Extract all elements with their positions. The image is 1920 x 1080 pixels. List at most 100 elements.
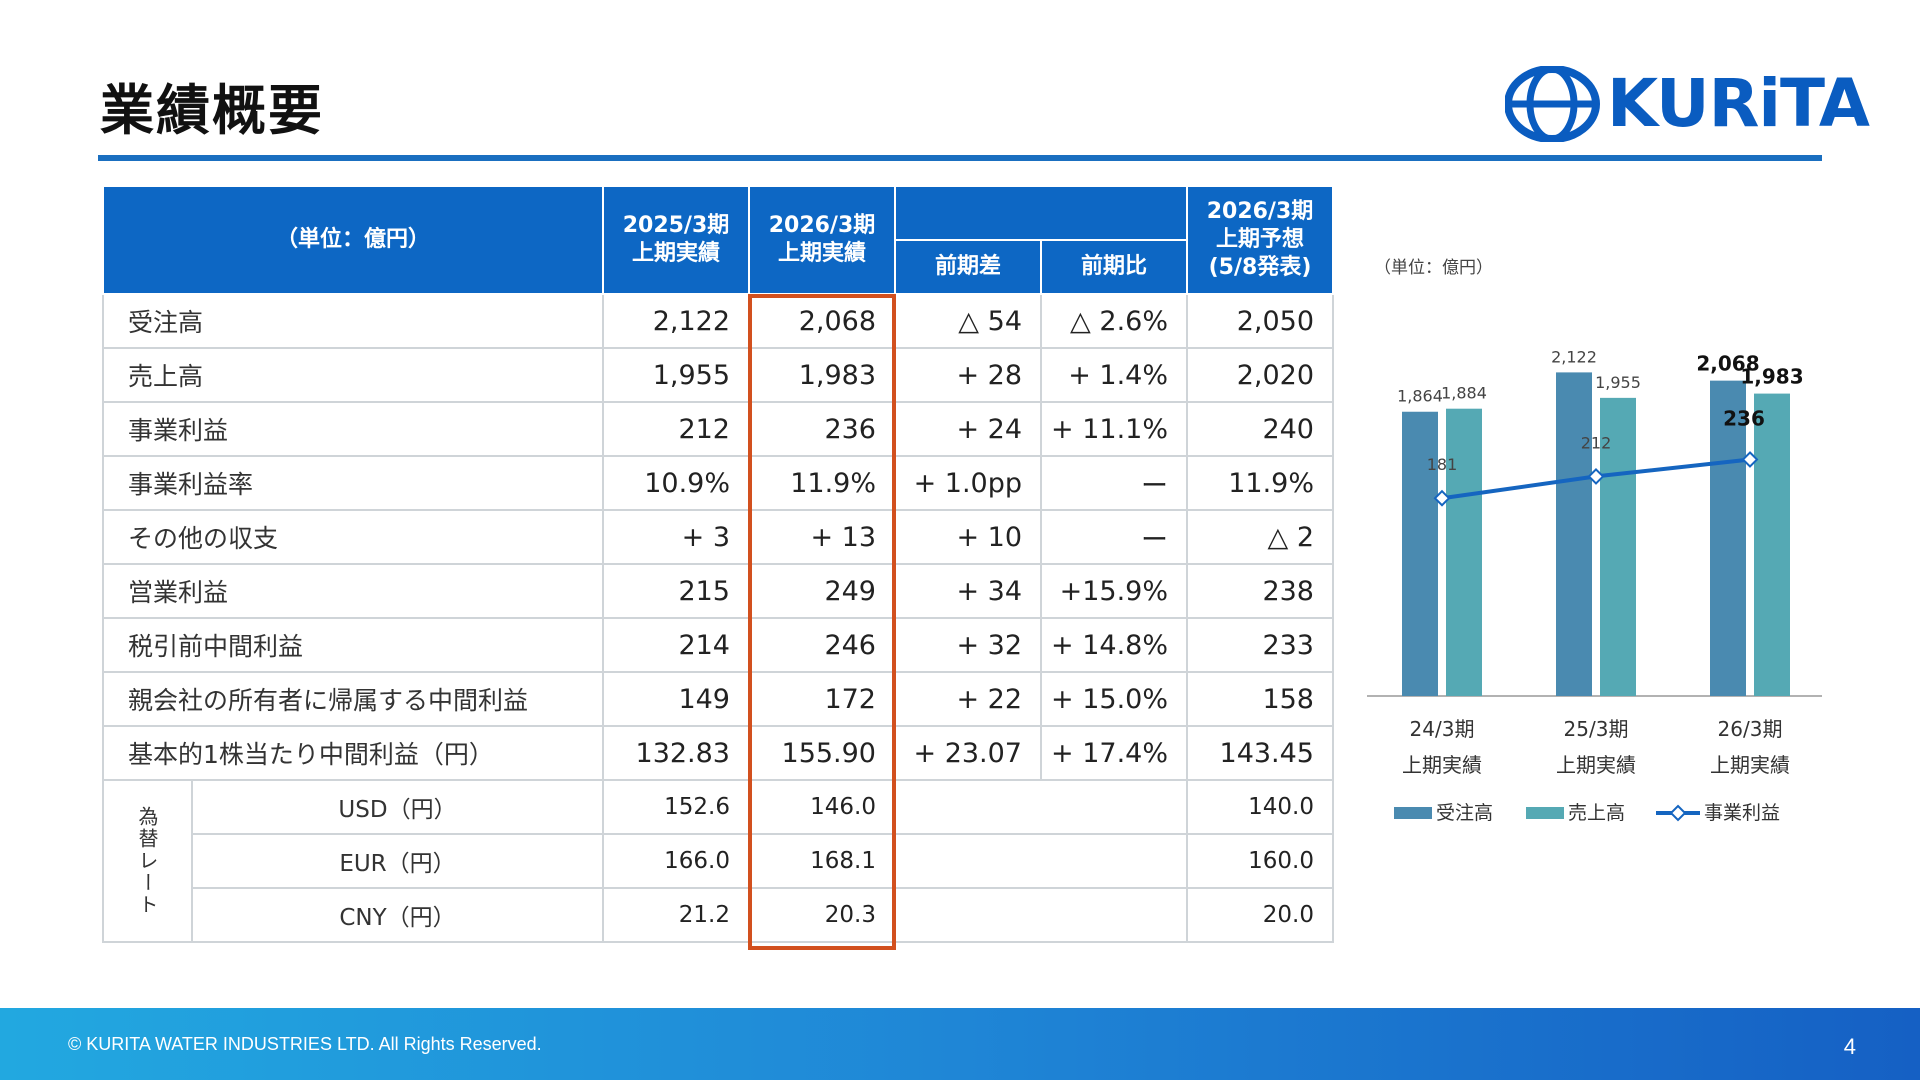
fx-fy25: 21.2 bbox=[602, 887, 750, 943]
bar-data-label: 1,955 bbox=[1595, 373, 1641, 392]
cell-fy25: 1,955 bbox=[602, 347, 750, 403]
cell-diff: + 10 bbox=[894, 509, 1042, 565]
cell-ratio: +15.9% bbox=[1040, 563, 1188, 619]
cell-ratio: ー bbox=[1040, 455, 1188, 511]
cell-fy25: 2,122 bbox=[602, 293, 750, 349]
row-label: 受注高 bbox=[102, 293, 604, 349]
header-fy26: 2026/3期 上期実績 bbox=[748, 185, 896, 295]
title-divider bbox=[98, 155, 1822, 161]
cell-fy26: 172 bbox=[748, 671, 896, 727]
fx-currency-label: USD（円） bbox=[191, 779, 604, 835]
table-row: その他の収支 + 3 + 13 + 10 ー △ 2 bbox=[102, 509, 1334, 565]
table-row: 基本的1株当たり中間利益（円） 132.83 155.90 + 23.07 + 17.4… bbox=[102, 725, 1334, 781]
table-row: 親会社の所有者に帰属する中間利益 149 172 + 22 + 15.0% 158 bbox=[102, 671, 1334, 727]
cell-fy25: 132.83 bbox=[602, 725, 750, 781]
row-label: 売上高 bbox=[102, 347, 604, 403]
row-label: 事業利益率 bbox=[102, 455, 604, 511]
kurita-emblem-icon bbox=[1504, 65, 1600, 143]
bar-受注高-0 bbox=[1402, 411, 1438, 696]
fx-fy26: 20.3 bbox=[748, 887, 896, 943]
footer-bar: © KURITA WATER INDUSTRIES LTD. All Right… bbox=[0, 1008, 1920, 1080]
page-number: 4 bbox=[1843, 1034, 1856, 1059]
x-tick-label: 上期実績 bbox=[1402, 753, 1482, 777]
fx-group-label: 為替レート bbox=[102, 779, 193, 943]
cell-diff: + 1.0pp bbox=[894, 455, 1042, 511]
cell-fy25: 215 bbox=[602, 563, 750, 619]
cell-ratio: ー bbox=[1040, 509, 1188, 565]
cell-fy26: 11.9% bbox=[748, 455, 896, 511]
fx-fy25: 152.6 bbox=[602, 779, 750, 835]
cell-fy25: 212 bbox=[602, 401, 750, 457]
header-forecast: 2026/3期 上期予想 (5/8発表) bbox=[1186, 185, 1334, 295]
cell-fy26: 2,068 bbox=[748, 293, 896, 349]
table-row: 売上高 1,955 1,983 + 28 + 1.4% 2,020 bbox=[102, 347, 1334, 403]
fx-blank bbox=[894, 779, 1188, 835]
cell-forecast: 143.45 bbox=[1186, 725, 1334, 781]
cell-diff: + 32 bbox=[894, 617, 1042, 673]
fx-forecast: 20.0 bbox=[1186, 887, 1334, 943]
cell-ratio: + 15.0% bbox=[1040, 671, 1188, 727]
bar-売上高-1 bbox=[1600, 397, 1636, 696]
legend-label: 事業利益 bbox=[1704, 802, 1780, 824]
cell-forecast: 233 bbox=[1186, 617, 1334, 673]
x-tick-label: 25/3期 bbox=[1564, 717, 1629, 741]
bar-data-label: 1,864 bbox=[1397, 387, 1443, 406]
page-title: 業績概要 bbox=[100, 79, 324, 142]
logo-text: KURiTA bbox=[1607, 65, 1870, 142]
bar-受注高-1 bbox=[1556, 372, 1592, 696]
cell-diff: + 23.07 bbox=[894, 725, 1042, 781]
cell-forecast: 240 bbox=[1186, 401, 1334, 457]
line-marker bbox=[1587, 467, 1605, 485]
cell-ratio: + 1.4% bbox=[1040, 347, 1188, 403]
x-tick-label: 26/3期 bbox=[1718, 717, 1783, 741]
fx-row: CNY（円） 21.2 20.3 20.0 bbox=[103, 887, 1334, 943]
bar-売上高-0 bbox=[1446, 408, 1482, 696]
table-row: 営業利益 215 249 + 34 +15.9% 238 bbox=[102, 563, 1334, 619]
table-row: 事業利益率 10.9% 11.9% + 1.0pp ー 11.9% bbox=[102, 455, 1334, 511]
line-marker bbox=[1433, 489, 1451, 507]
fx-forecast: 160.0 bbox=[1186, 833, 1334, 889]
cell-fy26: 249 bbox=[748, 563, 896, 619]
row-label: 税引前中間利益 bbox=[102, 617, 604, 673]
legend-marker bbox=[1669, 804, 1687, 822]
cell-fy26: 155.90 bbox=[748, 725, 896, 781]
table-row: 税引前中間利益 214 246 + 32 + 14.8% 233 bbox=[102, 617, 1334, 673]
bar-受注高-2 bbox=[1710, 380, 1746, 696]
fx-currency-label: CNY（円） bbox=[191, 887, 604, 943]
fx-row: 為替レート USD（円） 152.6 146.0 140.0 bbox=[102, 779, 1334, 943]
row-label: その他の収支 bbox=[102, 509, 604, 565]
fx-blank bbox=[894, 887, 1188, 943]
financial-summary-table: （単位：億円） 2025/3期 上期実績 2026/3期 上期実績 2026/3… bbox=[102, 185, 1334, 943]
cell-forecast: 238 bbox=[1186, 563, 1334, 619]
bar-data-label: 2,122 bbox=[1551, 347, 1597, 366]
table-row: 事業利益 212 236 + 24 + 11.1% 240 bbox=[102, 401, 1334, 457]
legend-label: 受注高 bbox=[1436, 802, 1493, 824]
cell-forecast: △ 2 bbox=[1186, 509, 1334, 565]
line-data-label: 212 bbox=[1581, 433, 1612, 452]
cell-fy25: 10.9% bbox=[602, 455, 750, 511]
x-tick-label: 24/3期 bbox=[1410, 717, 1475, 741]
cell-ratio: △ 2.6% bbox=[1040, 293, 1188, 349]
fx-fy26: 168.1 bbox=[748, 833, 896, 889]
line-data-label: 181 bbox=[1427, 455, 1458, 474]
fx-fy26: 146.0 bbox=[748, 779, 896, 835]
cell-ratio: + 17.4% bbox=[1040, 725, 1188, 781]
line-data-label: 236 bbox=[1723, 407, 1765, 431]
header-fy25: 2025/3期 上期実績 bbox=[602, 185, 750, 295]
results-chart: （単位：億円） 1,864 2,122 2,068 1,884 1,955 1,983 181… bbox=[1360, 240, 1830, 840]
cell-forecast: 2,020 bbox=[1186, 347, 1334, 403]
cell-fy26: 236 bbox=[748, 401, 896, 457]
cell-ratio: + 14.8% bbox=[1040, 617, 1188, 673]
bar-data-label: 1,884 bbox=[1441, 384, 1487, 403]
cell-fy25: + 3 bbox=[602, 509, 750, 565]
cell-diff: + 34 bbox=[894, 563, 1042, 619]
cell-ratio: + 11.1% bbox=[1040, 401, 1188, 457]
chart-canvas: （単位：億円） 1,864 2,122 2,068 1,884 1,955 1,983 181… bbox=[1367, 258, 1822, 824]
row-label: 基本的1株当たり中間利益（円） bbox=[102, 725, 604, 781]
legend-label: 売上高 bbox=[1568, 802, 1625, 824]
kurita-logo: KURiTA bbox=[1504, 65, 1870, 143]
fx-label-text: 為替レート bbox=[135, 806, 159, 916]
row-label: 営業利益 bbox=[102, 563, 604, 619]
bar-data-label: 2,068 bbox=[1696, 352, 1759, 376]
fx-row: EUR（円） 166.0 168.1 160.0 bbox=[103, 833, 1334, 889]
